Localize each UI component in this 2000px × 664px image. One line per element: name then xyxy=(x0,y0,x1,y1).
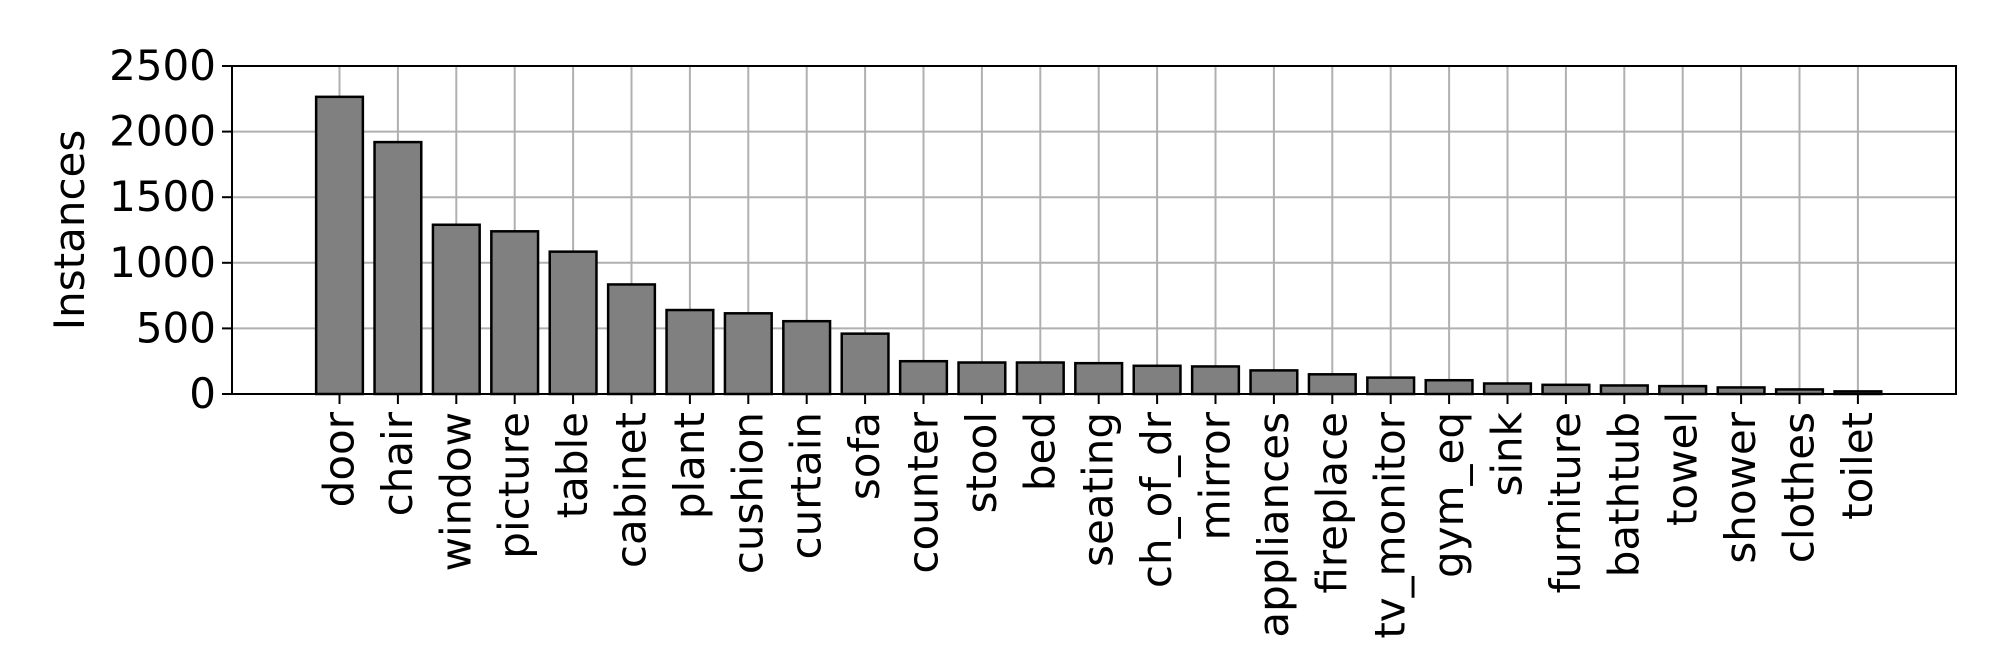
bar-table xyxy=(548,250,598,396)
plot-frame xyxy=(231,65,1957,395)
bar-tv_monitor xyxy=(1366,376,1416,396)
bar-chair xyxy=(373,140,423,396)
bar-bed xyxy=(1015,361,1065,396)
x-axis-ticks: door chair window picture table cabinet plant c… xyxy=(315,394,1882,639)
bar-bathtub xyxy=(1599,384,1649,396)
bar-cushion xyxy=(723,312,773,396)
x-tick-label-gym_eq: gym_eq xyxy=(1424,412,1473,578)
y-tick-label: 2500 xyxy=(109,41,216,90)
x-tick-label-window: window xyxy=(431,412,480,571)
x-tick-label-towel: towel xyxy=(1658,412,1707,526)
x-tick-label-bed: bed xyxy=(1015,412,1064,491)
x-tick-label-cushion: cushion xyxy=(723,412,772,574)
x-tick-label-clothes: clothes xyxy=(1775,412,1824,563)
bar-sofa xyxy=(840,332,890,396)
x-tick-label-chair: chair xyxy=(373,411,422,516)
x-tick-label-curtain: curtain xyxy=(782,412,831,559)
x-tick-label-fireplace: fireplace xyxy=(1307,412,1356,594)
x-tick-label-ch_of_dr: ch_of_dr xyxy=(1132,411,1181,588)
y-tick-label: 1000 xyxy=(109,238,216,287)
bar-appliances xyxy=(1249,369,1299,396)
bar-counter xyxy=(898,359,949,396)
bar-door xyxy=(314,95,365,396)
x-tick-label-plant: plant xyxy=(665,412,714,519)
bar-stool xyxy=(957,361,1007,396)
x-tick-label-picture: picture xyxy=(490,412,539,559)
y-axis-label: Instances xyxy=(45,130,94,331)
bar-towel xyxy=(1658,384,1708,396)
bar-window xyxy=(431,223,481,396)
x-tick-label-counter: counter xyxy=(899,411,948,573)
bar-seating xyxy=(1074,361,1124,396)
x-tick-label-sofa: sofa xyxy=(840,412,889,500)
y-tick-label: 0 xyxy=(189,369,216,418)
y-tick-label: 500 xyxy=(136,303,216,352)
bar-plant xyxy=(665,308,715,396)
x-tick-label-bathtub: bathtub xyxy=(1599,412,1648,577)
x-tick-label-seating: seating xyxy=(1074,412,1123,567)
x-tick-label-shower: shower xyxy=(1716,411,1765,563)
x-tick-label-toilet: toilet xyxy=(1833,412,1882,520)
y-tick-label: 1500 xyxy=(109,172,216,221)
bar-mirror xyxy=(1190,365,1241,396)
x-tick-label-tv_monitor: tv_monitor xyxy=(1366,411,1415,638)
bar-curtain xyxy=(782,319,832,396)
x-tick-label-sink: sink xyxy=(1483,411,1532,496)
y-axis-ticks: 0 500 1000 1500 2000 2500 xyxy=(109,41,232,418)
bar-furniture xyxy=(1541,383,1591,396)
x-tick-label-mirror: mirror xyxy=(1191,411,1240,540)
x-tick-label-stool: stool xyxy=(957,412,1006,513)
bar-gym_eq xyxy=(1424,378,1474,396)
bar-cabinet xyxy=(606,283,657,396)
x-tick-label-furniture: furniture xyxy=(1541,412,1590,594)
bar-picture xyxy=(490,230,540,396)
bar-ch_of_dr xyxy=(1132,364,1182,396)
x-tick-label-appliances: appliances xyxy=(1249,412,1298,638)
bar-sink xyxy=(1482,382,1533,396)
x-tick-label-cabinet: cabinet xyxy=(607,412,656,568)
bar-fireplace xyxy=(1307,373,1357,396)
y-tick-label: 2000 xyxy=(109,107,216,156)
x-tick-label-door: door xyxy=(315,411,364,507)
x-tick-label-table: table xyxy=(548,412,597,518)
